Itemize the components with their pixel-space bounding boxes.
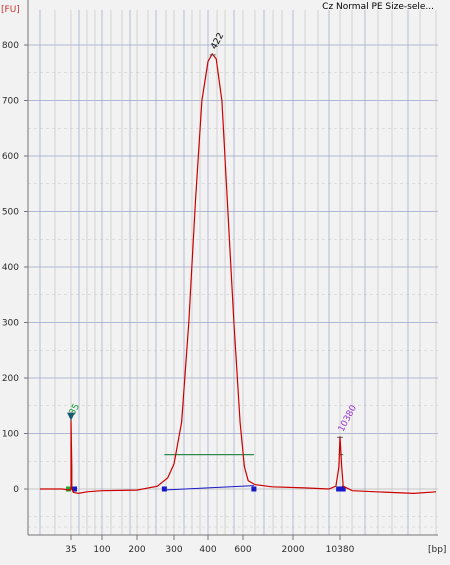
x-tick-labels: 35 100 200 300 400 600 2000 10380: [65, 535, 355, 555]
x-tick-label: 10380: [326, 545, 355, 555]
y-tick-label: 400: [2, 263, 19, 273]
grid-lines: [28, 10, 438, 535]
lower-marker-arrow: [67, 412, 75, 421]
region-baseline: [164, 485, 254, 491]
series-line: [40, 52, 437, 495]
x-tick-label: 35: [65, 545, 76, 555]
x-tick-label: 100: [93, 545, 110, 555]
y-unit-label: [FU]: [1, 5, 20, 15]
y-tick-label: 600: [2, 152, 19, 162]
x-tick-label: 600: [234, 545, 251, 555]
region-boundary-marker: [340, 486, 346, 492]
x-tick-label: 200: [128, 545, 145, 555]
y-tick-label: 300: [2, 319, 19, 329]
region-boundary-marker: [161, 486, 167, 492]
y-tick-label: 200: [2, 374, 19, 384]
y-tick-label: 0: [13, 485, 19, 495]
y-tick-labels: 0 100 200 300 400 500 600 700 800: [2, 41, 28, 495]
x-tick-label: 400: [199, 545, 216, 555]
x-tick-label: 2000: [282, 545, 305, 555]
y-tick-label: 800: [2, 41, 19, 51]
chart-title: Cz Normal PE Size-sele...: [322, 2, 434, 12]
x-unit-label: [bp]: [428, 545, 446, 555]
y-tick-label: 500: [2, 208, 19, 218]
x-tick-label: 300: [165, 545, 182, 555]
plot-background: [28, 0, 438, 536]
region-boundary-marker: [336, 486, 342, 492]
marker-boundary-left: [66, 486, 71, 492]
y-tick-label: 700: [2, 97, 19, 107]
region-boundary-marker: [251, 486, 257, 492]
marker-boundary-right: [72, 486, 77, 492]
y-tick-label: 100: [2, 430, 19, 440]
